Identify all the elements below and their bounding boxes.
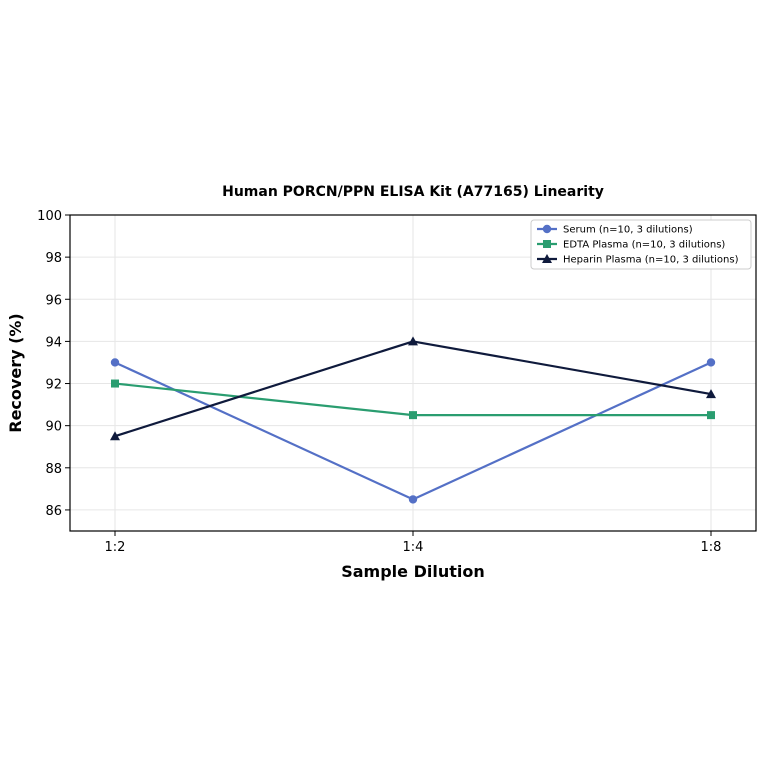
- series-2: [111, 379, 715, 420]
- x-axis-ticks: 1:2 1:4 1:8: [105, 531, 722, 555]
- y-tick-label: 90: [45, 420, 62, 435]
- x-tick-label: 1:4: [403, 540, 424, 555]
- y-tick-label: 100: [37, 209, 62, 224]
- legend-box: [530, 219, 752, 270]
- legend-marker: [542, 254, 552, 263]
- legend-marker: [543, 240, 551, 248]
- y-tick-label: 96: [45, 293, 62, 308]
- legend-label: Heparin Plasma (n=10, 3 dilutions): [563, 255, 739, 266]
- legend-marker: [542, 224, 552, 234]
- y-axis-label: Recovery (%): [6, 313, 25, 432]
- legend-entry: Serum (n=10, 3 dilutions): [537, 225, 693, 236]
- data-point: [408, 495, 418, 504]
- x-axis-label: Sample Dilution: [341, 562, 485, 581]
- data-point: [110, 431, 120, 441]
- legend-label: EDTA Plasma (n=10, 3 dilutions): [563, 240, 725, 251]
- chart-title: Human PORCN/PPN ELISA Kit (A77165) Linea…: [222, 184, 604, 200]
- legend-entry: EDTA Plasma (n=10, 3 dilutions): [537, 240, 725, 251]
- series-3: [110, 336, 716, 441]
- legend-label: Serum (n=10, 3 dilutions): [563, 225, 693, 236]
- x-tick-label: 1:2: [105, 540, 126, 555]
- data-point: [408, 336, 418, 346]
- series-layer: [110, 336, 716, 504]
- data-point: [111, 379, 119, 388]
- data-point: [409, 411, 417, 420]
- y-tick-label: 86: [45, 504, 62, 519]
- legend: Serum (n=10, 3 dilutions) EDTA Plasma (n=…: [530, 219, 752, 270]
- y-tick-label: 88: [45, 462, 62, 477]
- data-point: [706, 389, 716, 399]
- legend-entry: Heparin Plasma (n=10, 3 dilutions): [537, 254, 739, 266]
- data-point: [706, 358, 716, 367]
- y-axis-ticks: 86 88 90 92 94 96 98 100: [37, 209, 70, 519]
- y-tick-label: 94: [45, 335, 62, 350]
- data-point: [110, 358, 120, 367]
- x-tick-label: 1:8: [701, 540, 722, 555]
- data-point: [707, 411, 715, 420]
- y-tick-label: 98: [45, 251, 62, 266]
- y-tick-label: 92: [45, 378, 62, 393]
- series-1: [110, 358, 716, 504]
